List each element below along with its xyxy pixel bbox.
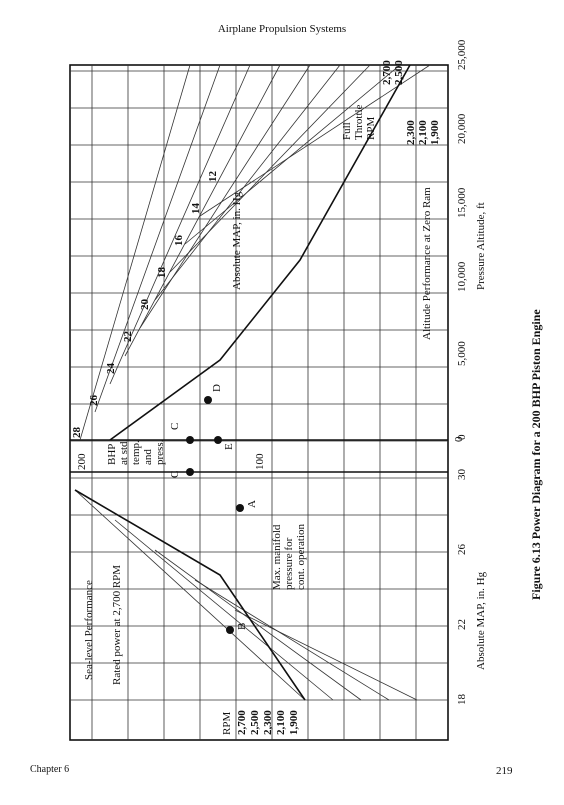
- rpm-tick: 2,100: [417, 120, 429, 145]
- y-axis-label: temp.: [130, 440, 142, 465]
- x-tick-label: 5,000: [456, 341, 468, 366]
- y-axis-label: press.: [154, 439, 166, 465]
- x-tick-label: 30: [456, 469, 468, 481]
- annotation: Absolute MAP, in. Hg: [231, 191, 243, 290]
- figure: Sea-level Performance Rated power at 2,70…: [69, 39, 487, 741]
- map-line-label: 12: [207, 171, 219, 183]
- limit-line: [74, 489, 306, 701]
- rpm-tick: 1,900: [429, 120, 441, 145]
- x-tick-label: 25,000: [456, 39, 468, 70]
- x-tick-label: 0: [456, 434, 468, 440]
- rpm-label: RPM: [221, 712, 233, 735]
- x-tick-label: 20,000: [456, 113, 468, 144]
- point-label: A: [246, 500, 258, 508]
- throttle-line: [109, 64, 411, 441]
- point-label: D: [211, 384, 223, 392]
- footer-chapter: Chapter 6: [30, 764, 69, 775]
- point: [186, 468, 194, 476]
- y-tick-label: 100: [254, 453, 266, 470]
- x-tick-label: 15,000: [456, 187, 468, 218]
- rpm-line: [74, 489, 306, 701]
- map-line: [94, 64, 221, 413]
- rpm-tick: 2,300: [405, 120, 417, 145]
- map-line: [169, 64, 371, 273]
- rpm-tick: 2,500: [393, 60, 405, 85]
- annotation: Rated power at 2,700 RPM: [111, 565, 123, 685]
- x-tick-label: 18: [456, 694, 468, 706]
- map-line-label: 22: [122, 331, 134, 343]
- x-tick-label: 26: [456, 544, 468, 556]
- panel-title: Altitude Performance at Zero Ram: [421, 187, 433, 340]
- point: [236, 504, 244, 512]
- map-line: [109, 64, 251, 385]
- map-line-label: 18: [156, 267, 168, 279]
- rpm-line: [234, 609, 418, 701]
- running-head: Airplane Propulsion Systems: [218, 23, 346, 35]
- rpm-line: [194, 579, 390, 701]
- map-line: [124, 64, 281, 357]
- point: [214, 436, 222, 444]
- caption: Figure 6.13 Power Diagram for a 200 BHP …: [529, 309, 543, 600]
- x-tick-label: 22: [456, 619, 468, 630]
- y-tick-label: 200: [76, 453, 88, 470]
- y-axis-label: and: [142, 449, 154, 465]
- map-line-label: 14: [190, 203, 202, 215]
- annotation: RPM: [365, 117, 377, 140]
- annotation: Max. manifold: [271, 524, 283, 590]
- map-line-label: 26: [88, 395, 100, 407]
- x-tick-label: 10,000: [456, 261, 468, 292]
- annotation: pressure for: [283, 537, 295, 590]
- panel-title: Sea-level Performance: [83, 580, 95, 680]
- y-tick-label: 0: [453, 436, 465, 442]
- rpm-line: [114, 519, 334, 701]
- y-axis-label: at std.: [118, 438, 130, 465]
- point-label: B: [236, 623, 248, 630]
- map-line-label: 16: [173, 235, 185, 247]
- rpm-tick: 2,500: [249, 710, 261, 735]
- map-line: [154, 64, 341, 301]
- annotation: cont. operation: [295, 524, 307, 590]
- map-line: [184, 64, 401, 245]
- point: [226, 626, 234, 634]
- point: [186, 436, 194, 444]
- rpm-tick: 2,700: [236, 710, 248, 735]
- rpm-tick: 1,900: [288, 710, 300, 735]
- rpm-tick: 2,300: [262, 710, 274, 735]
- rpm-tick: 2,700: [381, 60, 393, 85]
- point-label: E: [223, 443, 235, 450]
- map-line-label: 24: [105, 363, 117, 375]
- y-axis-label: BHP: [106, 444, 118, 465]
- map-line-label: 20: [139, 299, 151, 311]
- map-line: [79, 64, 191, 441]
- annotation: Throttle: [353, 104, 365, 140]
- point-label: C: [169, 423, 181, 430]
- map-line-label: 28: [71, 427, 83, 439]
- rpm-tick: 2,100: [275, 710, 287, 735]
- x-axis-label: Absolute MAP, in. Hg: [475, 571, 487, 670]
- rpm-line: [154, 549, 362, 701]
- x-axis-label: Pressure Altitude, ft: [475, 202, 487, 290]
- map-line: [199, 64, 431, 217]
- annotation: Full: [341, 122, 353, 140]
- page-number: 219: [496, 765, 513, 777]
- frame: [69, 64, 449, 741]
- point-label: C: [169, 471, 181, 478]
- point: [204, 396, 212, 404]
- map-line: [139, 64, 311, 329]
